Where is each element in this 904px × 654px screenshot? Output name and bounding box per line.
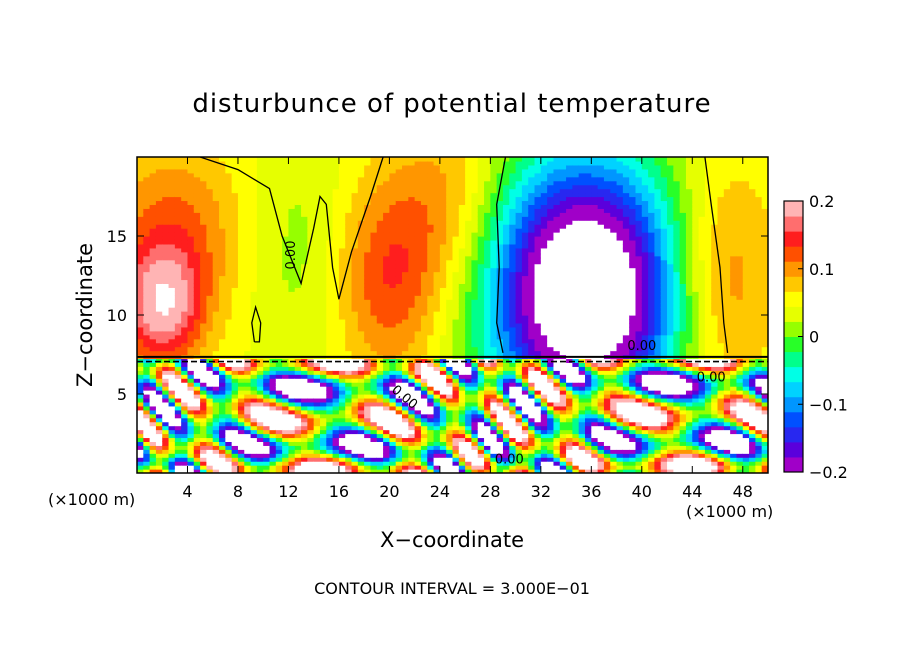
x-tick-label: 40 (632, 482, 652, 501)
x-unit-left: (×1000 m) (48, 490, 135, 509)
colorbar-swatch (784, 411, 803, 428)
x-axis-ticks: 4 8 12 16 20 24 28 32 36 40 44 48 (182, 157, 753, 501)
colorbar-swatch (784, 231, 803, 247)
x-tick-label: 4 (182, 482, 192, 501)
contour-label: 0.00 (627, 339, 656, 354)
x-tick-label: 20 (379, 482, 399, 501)
colorbar-swatch (784, 276, 803, 292)
chart-title: disturbunce of potential temperature (192, 89, 711, 119)
x-unit-right: (×1000 m) (686, 502, 773, 521)
colorbar-swatch (784, 261, 803, 277)
colorbar-swatch (784, 351, 803, 368)
contour-interval-note: CONTOUR INTERVAL = 3.000E−01 (314, 579, 590, 598)
x-tick-label: 16 (329, 482, 349, 501)
colorbar (783, 200, 804, 473)
colorbar-swatch (784, 306, 803, 322)
colorbar-swatch (784, 396, 803, 413)
colorbar-swatch (784, 366, 803, 383)
colorbar-swatch (784, 441, 803, 458)
colorbar-swatch (784, 321, 803, 337)
x-tick-label: 36 (581, 482, 601, 501)
colorbar-swatch (784, 246, 803, 262)
colorbar-tick-label: 0.2 (809, 192, 834, 211)
colorbar-tick-label: 0.1 (809, 260, 834, 279)
colorbar-swatch (784, 216, 803, 232)
colorbar-swatch (784, 381, 803, 398)
x-tick-label: 44 (682, 482, 702, 501)
x-tick-label: 24 (430, 482, 450, 501)
colorbar-swatch (784, 201, 803, 217)
x-tick-label: 12 (278, 482, 298, 501)
colorbar-ticks: 0.2 0.1 0 −0.1 −0.2 (798, 192, 848, 482)
heatmap-field (137, 157, 768, 473)
x-axis-label: X−coordinate (380, 528, 524, 552)
x-tick-label: 32 (531, 482, 551, 501)
y-tick-label: 10 (107, 306, 127, 325)
contour-label: 0.00 (495, 453, 524, 468)
colorbar-tick-label: −0.2 (809, 463, 848, 482)
contour-label: 0.00 (284, 241, 299, 270)
colorbar-swatch (784, 336, 803, 353)
contour-label: 0.00 (697, 370, 726, 385)
colorbar-swatch (784, 291, 803, 307)
colorbar-swatch (784, 456, 803, 473)
x-tick-label: 48 (733, 482, 753, 501)
colorbar-tick-label: −0.1 (809, 395, 848, 414)
colorbar-swatch (784, 426, 803, 443)
y-tick-label: 5 (117, 385, 127, 404)
x-tick-label: 8 (233, 482, 243, 501)
colorbar-tick-label: 0 (809, 328, 819, 347)
y-axis-ticks: 5 10 15 (107, 227, 768, 404)
x-tick-label: 28 (480, 482, 500, 501)
y-tick-label: 15 (107, 227, 127, 246)
y-axis-label: Z−coordinate (73, 243, 97, 387)
